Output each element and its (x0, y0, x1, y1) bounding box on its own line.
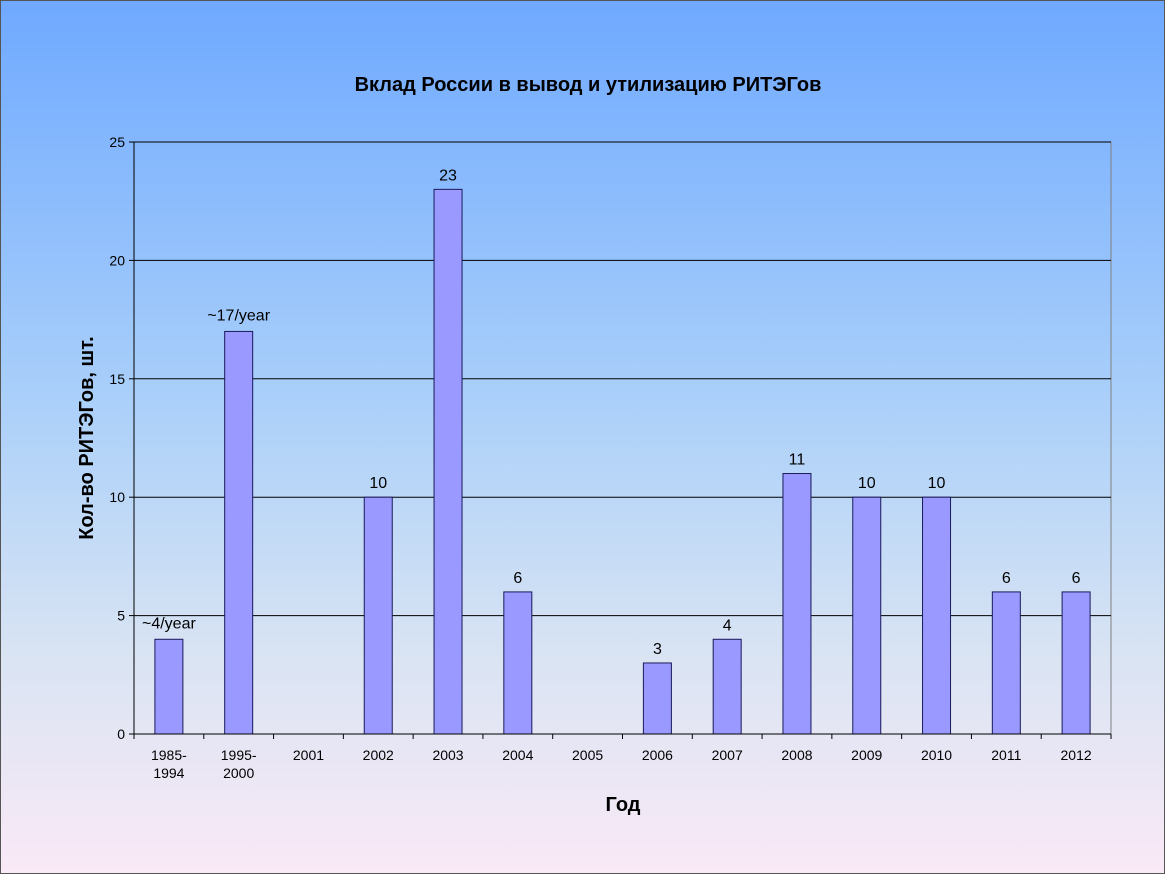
data-labels: ~4/year ~17/year 10 23 6 3 4 11 10 10 6 6 (142, 167, 1081, 658)
data-label: 6 (1002, 570, 1011, 587)
chart-title: Вклад России в вывод и утилизацию РИТЭГо… (355, 74, 822, 96)
data-label: 10 (928, 475, 946, 492)
data-label: 4 (723, 617, 732, 634)
axes (129, 141, 1112, 739)
y-tick-label: 5 (117, 608, 125, 624)
x-tick-label: 2004 (502, 747, 533, 763)
y-tick-label: 15 (109, 371, 125, 387)
x-tick-label: 1995- (221, 747, 257, 763)
data-label: 11 (789, 452, 806, 469)
bar (433, 188, 463, 735)
x-tick-label: 2003 (432, 747, 463, 763)
plot-area (133, 141, 1112, 735)
data-label: 6 (513, 570, 522, 587)
x-tick-label: 1985- (151, 747, 187, 763)
bar (922, 496, 952, 735)
y-tick-label: 0 (117, 726, 125, 742)
bars (154, 188, 1091, 735)
bar (154, 638, 184, 735)
gridlines (134, 141, 1111, 617)
x-tick-label: 2009 (851, 747, 882, 763)
bar (782, 473, 812, 735)
x-tick-label: 2007 (712, 747, 743, 763)
x-tick-label: 2005 (572, 747, 603, 763)
x-tick-labels: 1985- 1994 1995- 2000 2001 2002 2003 2004 2005 20… (151, 747, 1092, 781)
data-label: 10 (858, 475, 876, 492)
y-tick-labels: 0 5 10 15 20 25 (109, 134, 125, 742)
x-tick-label: 2006 (642, 747, 673, 763)
x-tick-label: 2002 (363, 747, 394, 763)
x-axis-title: Год (606, 794, 641, 816)
bar (712, 638, 742, 735)
y-tick-label: 25 (109, 134, 125, 150)
x-tick-label: 2010 (921, 747, 952, 763)
bar (642, 662, 672, 735)
bar (852, 496, 882, 735)
annotation-label: ~4/year (142, 615, 196, 632)
bar (224, 330, 254, 735)
x-tick-label: 2012 (1061, 747, 1092, 763)
x-tick-label: 2000 (223, 765, 254, 781)
bar (503, 591, 533, 735)
x-tick-label: 2008 (781, 747, 812, 763)
x-tick-label: 2001 (293, 747, 324, 763)
data-label: 3 (653, 641, 662, 658)
data-label: 6 (1072, 570, 1081, 587)
y-axis-title: Кол-во РИТЭГов, шт. (76, 336, 98, 540)
x-tick-label: 2011 (991, 747, 1021, 763)
y-tick-label: 20 (109, 252, 125, 268)
data-label: 23 (439, 167, 457, 184)
bar (363, 496, 393, 735)
y-tick-label: 10 (109, 489, 125, 505)
annotation-label: ~17/year (207, 307, 270, 324)
x-tick-label: 1994 (153, 765, 184, 781)
plot-border (133, 141, 1112, 735)
bar (991, 591, 1021, 735)
bar (1061, 591, 1091, 735)
data-label: 10 (369, 475, 387, 492)
